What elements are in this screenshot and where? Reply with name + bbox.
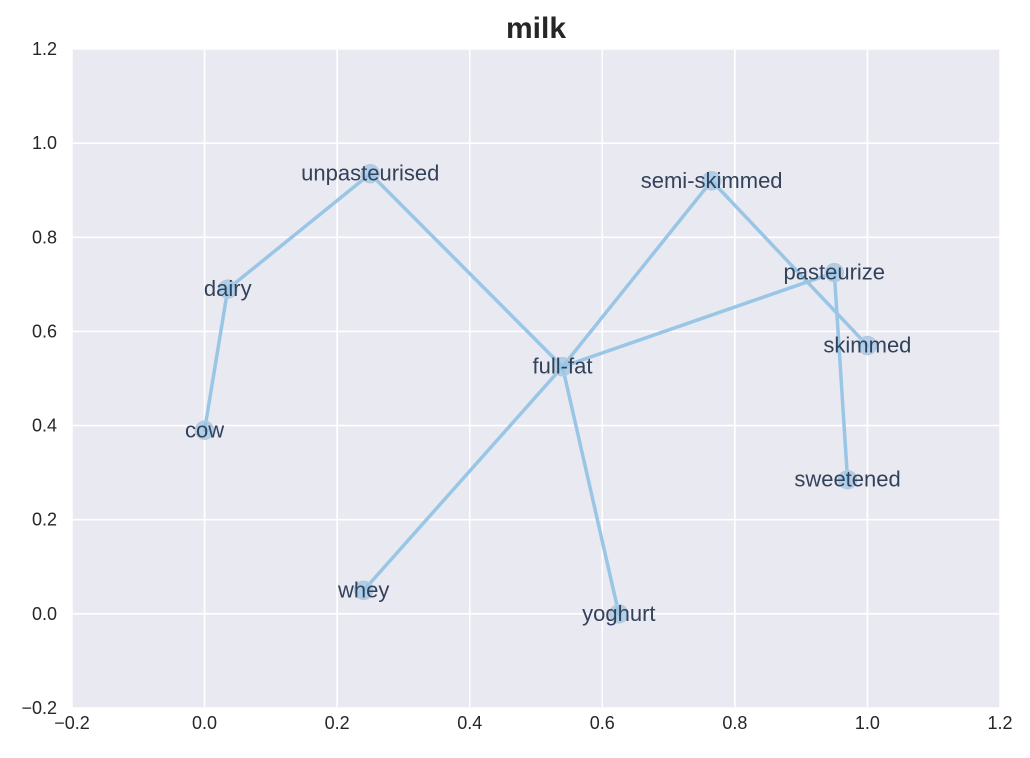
point-skimmed bbox=[857, 335, 878, 356]
x-tick-label: 0.2 bbox=[325, 713, 350, 733]
chart-title: milk bbox=[506, 12, 566, 45]
edge-full-fat-pasteurize bbox=[560, 270, 837, 369]
y-tick-label: 0.4 bbox=[32, 416, 57, 436]
point-sweetened bbox=[837, 469, 858, 490]
x-axis-ticks: −0.2 0.0 0.2 0.4 0.6 0.8 1.0 1.2 bbox=[54, 713, 1012, 733]
point-pasteurize bbox=[824, 262, 845, 283]
edge-full-fat-whey bbox=[361, 364, 565, 593]
y-tick-label: 1.0 bbox=[32, 133, 57, 153]
edge-semi-skimmed-skimmed bbox=[709, 179, 870, 348]
plot-background bbox=[72, 49, 1000, 708]
x-tick-label: 0.4 bbox=[457, 713, 482, 733]
y-tick-label: −0.2 bbox=[21, 698, 57, 718]
edge-pasteurize-sweetened bbox=[832, 270, 850, 482]
edge-full-fat-semi-skimmed bbox=[560, 179, 714, 369]
edge-dairy-unpasteurised bbox=[226, 171, 373, 291]
point-full-fat bbox=[552, 356, 573, 377]
edge-unpasteurised-full-fat bbox=[368, 171, 565, 369]
point-whey bbox=[353, 580, 374, 601]
x-tick-label: 0.8 bbox=[722, 713, 747, 733]
point-label-dairy: dairy bbox=[204, 276, 252, 301]
x-tick-label: 0.0 bbox=[192, 713, 217, 733]
point-label-sweetened: sweetened bbox=[794, 467, 900, 492]
point-cow bbox=[194, 420, 215, 441]
point-dairy bbox=[218, 279, 238, 299]
y-tick-label: 1.2 bbox=[32, 39, 57, 59]
point-label-whey: whey bbox=[337, 577, 389, 602]
x-tick-label: 1.2 bbox=[987, 713, 1012, 733]
edge-lines bbox=[202, 171, 870, 616]
point-semi-skimmed bbox=[701, 171, 722, 191]
point-label-yoghurt: yoghurt bbox=[582, 601, 655, 626]
point-unpasteurised bbox=[360, 163, 381, 184]
point-labels: cow dairy unpasteurised full-fat semi-skimme… bbox=[185, 161, 911, 626]
y-tick-label: 0.2 bbox=[32, 510, 57, 530]
edge-cow-dairy bbox=[202, 287, 230, 433]
grid-lines bbox=[71, 48, 1001, 709]
data-points bbox=[194, 163, 878, 624]
point-label-semi-skimmed: semi-skimmed bbox=[641, 168, 783, 193]
x-tick-label: 1.0 bbox=[855, 713, 880, 733]
point-label-full-fat: full-fat bbox=[533, 354, 593, 379]
edge-full-fat-yoghurt bbox=[560, 364, 621, 616]
y-axis-ticks: −0.2 0.0 0.2 0.4 0.6 0.8 1.0 1.2 bbox=[21, 39, 57, 718]
x-tick-label: 0.6 bbox=[590, 713, 615, 733]
point-label-unpasteurised: unpasteurised bbox=[301, 161, 439, 186]
x-tick-label: −0.2 bbox=[54, 713, 90, 733]
y-tick-label: 0.8 bbox=[32, 227, 57, 247]
y-tick-label: 0.0 bbox=[32, 604, 57, 624]
point-label-skimmed: skimmed bbox=[823, 333, 911, 358]
point-label-pasteurize: pasteurize bbox=[784, 260, 886, 285]
y-tick-label: 0.6 bbox=[32, 321, 57, 341]
point-yoghurt bbox=[609, 604, 629, 624]
point-label-cow: cow bbox=[185, 417, 224, 442]
